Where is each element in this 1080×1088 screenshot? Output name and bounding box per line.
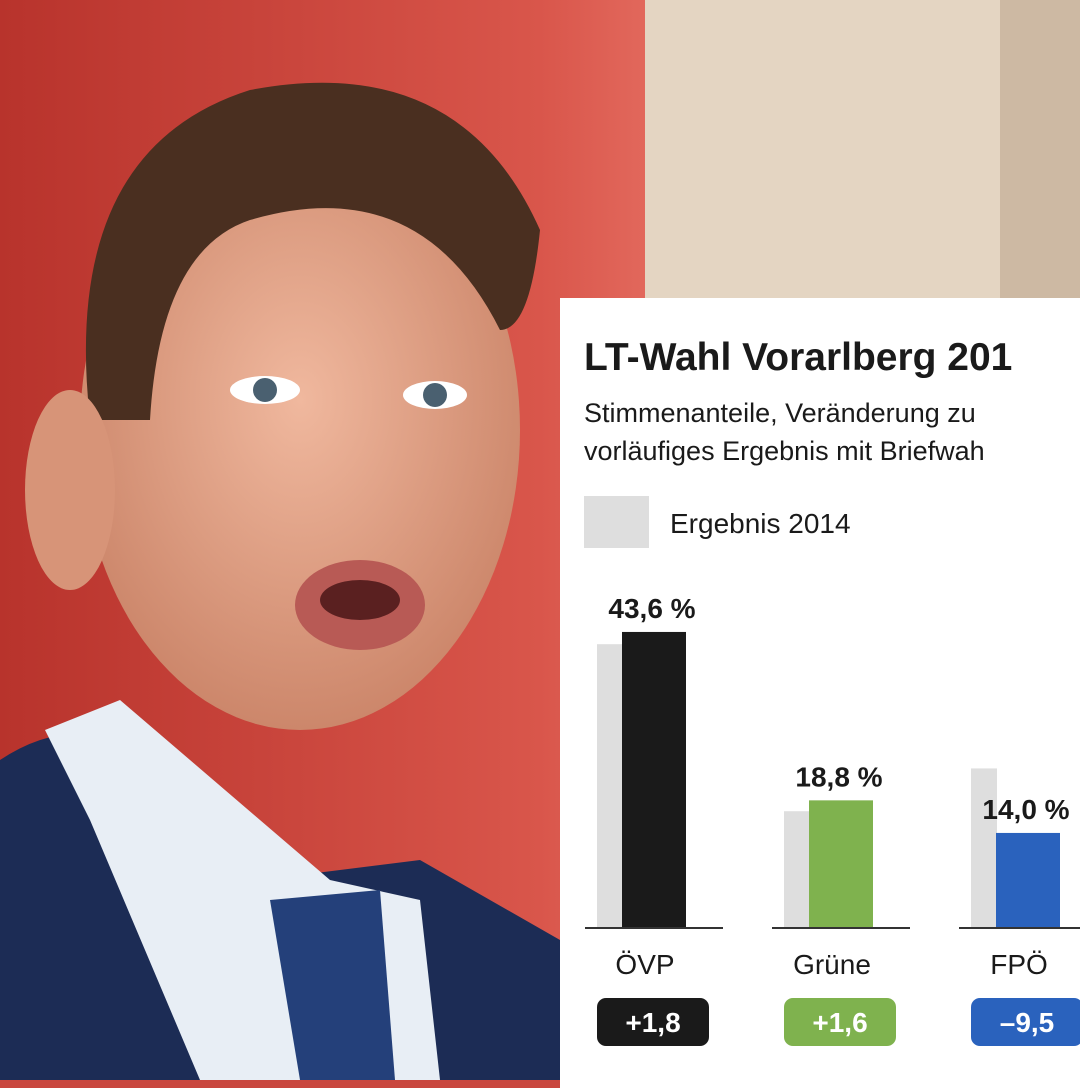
change-badge-2 bbox=[971, 998, 1080, 1046]
bar-chart: 43,6 % ÖVP +1,8 18,8 % Grüne +1,6 14,0 % FPÖ –9,… bbox=[585, 593, 1080, 1046]
legend-swatch bbox=[584, 496, 649, 548]
bar-2014-1 bbox=[784, 811, 810, 928]
bar-current-2 bbox=[996, 832, 1060, 928]
bar-current-1 bbox=[809, 800, 873, 928]
category-label-1: Grüne bbox=[793, 949, 871, 980]
bar-current-0 bbox=[622, 631, 686, 928]
change-label-2: –9,5 bbox=[1000, 1007, 1055, 1038]
chart-title: LT-Wahl Vorarlberg 201 bbox=[584, 336, 1013, 379]
category-label-2: FPÖ bbox=[990, 949, 1048, 980]
change-label-1: +1,6 bbox=[812, 1007, 867, 1038]
bar-2014-2 bbox=[971, 768, 997, 928]
value-label-2: 14,0 % bbox=[982, 794, 1069, 825]
category-label-0: ÖVP bbox=[615, 949, 674, 980]
value-label-0: 43,6 % bbox=[608, 593, 695, 624]
change-label-0: +1,8 bbox=[625, 1007, 680, 1038]
chart-subtitle-line-2: vorläufiges Ergebnis mit Briefwah bbox=[584, 436, 985, 466]
value-label-1: 18,8 % bbox=[795, 761, 882, 792]
change-badge-0 bbox=[597, 998, 709, 1046]
bar-2014-0 bbox=[597, 644, 623, 928]
chart-subtitle-line-1: Stimmenanteile, Veränderung zu bbox=[584, 398, 976, 428]
legend-label: Ergebnis 2014 bbox=[670, 508, 851, 539]
chart-card: LT-Wahl Vorarlberg 201 Stimmenanteile, V… bbox=[560, 298, 1080, 1088]
change-badge-1 bbox=[784, 998, 896, 1046]
